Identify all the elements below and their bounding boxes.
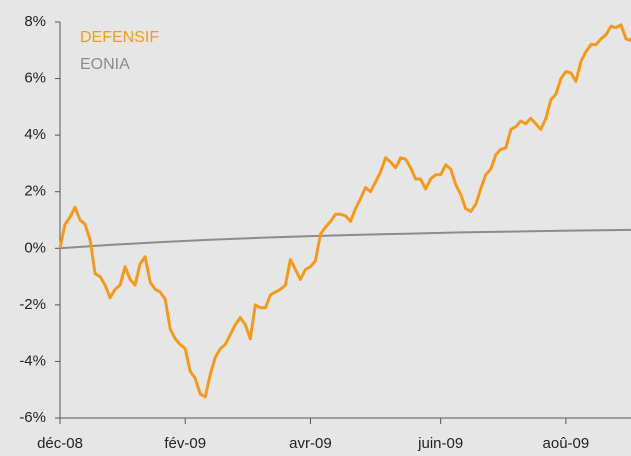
y-tick-label: 0% bbox=[24, 239, 46, 256]
legend-label: EONIA bbox=[80, 56, 130, 73]
y-tick-label: 8% bbox=[24, 13, 46, 30]
y-tick-label: -2% bbox=[19, 296, 46, 313]
series-line bbox=[59, 228, 631, 250]
x-tick-label: déc-08 bbox=[37, 435, 83, 452]
x-tick-label: avr-09 bbox=[289, 435, 332, 452]
x-tick-label: aoû-09 bbox=[543, 435, 590, 452]
y-tick-label: -4% bbox=[19, 352, 46, 369]
y-tick-label: 4% bbox=[24, 126, 46, 143]
y-tick-label: 6% bbox=[24, 70, 46, 87]
y-tick-label: -6% bbox=[19, 409, 46, 426]
legend-label: DEFENSIF bbox=[80, 29, 159, 46]
x-tick-label: fév-09 bbox=[164, 435, 206, 452]
y-tick-label: 2% bbox=[24, 183, 46, 200]
x-tick-label: juin-09 bbox=[417, 435, 463, 452]
series-line bbox=[58, 23, 631, 399]
